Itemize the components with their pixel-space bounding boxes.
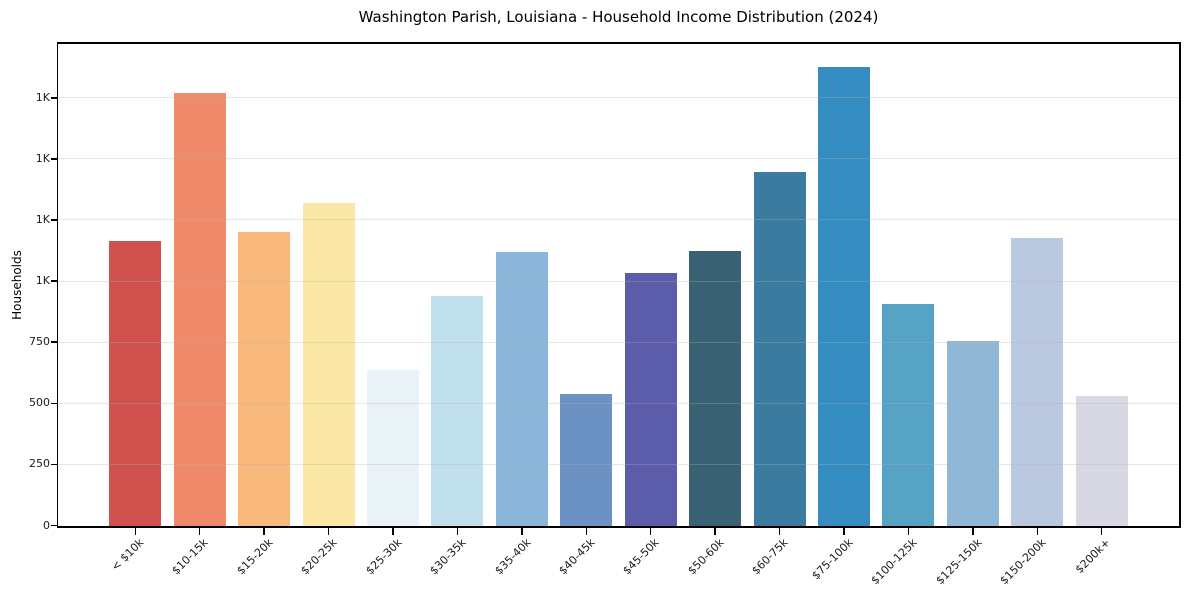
x-tick-label-$60-75k: $60-75k [749,536,791,578]
bar-$100-125k [882,304,935,526]
x-tick-label-$25-30k: $25-30k [362,536,405,578]
y-tick-label-1250: 1K [35,212,50,226]
y-tick-250 [50,463,57,466]
x-tick-$25-30k [392,527,394,535]
bar-$25-30k [367,370,419,526]
x-tick-$100-125k [907,527,910,535]
plot-area [58,44,1179,526]
x-tick-$150-200k [1036,527,1038,535]
x-tick-label-$150-200k: $150-200k [997,536,1049,588]
bar-$40-45k [560,393,613,526]
x-tick-< $10k [134,527,137,535]
y-tick-1000 [50,280,57,282]
x-tick-label-$30-35k: $30-35k [427,536,469,578]
bar-$20-25k [302,202,355,526]
x-tick-label-$10-15k: $10-15k [169,536,211,578]
x-tick-$125-150k [972,527,974,535]
x-tick-$50-60k [714,527,716,535]
x-tick-label-$100-125k: $100-125k [868,536,920,588]
x-tick-$45-50k [649,527,652,535]
x-tick-label-$45-50k: $45-50k [620,536,662,578]
y-tick-500 [50,402,57,405]
bar-$50-60k [689,250,742,526]
x-axis-line [56,525,1181,528]
y-tick-label-0: 0 [43,518,50,532]
x-tick-$200k+ [1100,527,1103,535]
y-tick-label-1750: 1K [35,90,50,104]
x-tick-label-$75-100k: $75-100k [808,536,856,583]
bar-$45-50k [624,272,677,526]
x-tick-$30-35k [456,527,459,535]
y-tick-1250 [50,219,57,221]
y-tick-label-500: 500 [29,396,50,410]
bar-< $10k [109,240,162,526]
gridline-1000 [58,280,1179,282]
x-tick-$60-75k [778,527,781,535]
x-tick-$75-100k [843,527,845,535]
x-tick-label-$20-25k: $20-25k [298,536,340,578]
y-tick-label-750: 750 [29,335,50,349]
y-tick-label-250: 250 [29,457,50,471]
x-tick-label-$35-40k: $35-40k [491,536,534,578]
y-tick-1500 [50,158,57,160]
gridline-1500 [58,158,1179,160]
y-tick-0 [50,524,57,527]
gridline-1750 [58,97,1179,99]
gridline-250 [58,463,1179,465]
spine-top [56,42,1181,44]
x-tick-$10-15k [198,527,201,535]
bar-$15-20k [238,232,291,526]
spine-left [56,42,58,528]
x-tick-label-$125-150k: $125-150k [932,536,985,588]
spine-right [1179,42,1181,528]
x-tick-$20-25k [327,527,330,535]
gridline-750 [58,341,1179,343]
gridline-1250 [58,219,1179,221]
bar-$150-200k [1011,238,1064,526]
x-tick-$35-40k [521,527,523,535]
x-tick-label-< $10k: < $10k [108,536,147,574]
bar-$60-75k [753,172,806,526]
x-tick-label-$15-20k: $15-20k [234,536,276,578]
bar-$10-15k [173,92,226,526]
bar-$35-40k [495,251,548,526]
x-tick-$15-20k [263,527,265,535]
chart-title: Washington Parish, Louisiana - Household… [358,8,879,26]
y-tick-label-1000: 1K [35,274,50,288]
x-tick-label-$200k+: $200k+ [1072,536,1113,577]
bar-$200k+ [1075,395,1128,526]
y-tick-750 [50,341,57,343]
x-tick-label-$40-45k: $40-45k [556,536,598,578]
bar-$125-150k [946,340,999,526]
x-tick-$40-45k [585,527,588,535]
gridline-500 [58,402,1179,404]
bar-$30-35k [431,295,484,526]
x-tick-label-$50-60k: $50-60k [685,536,727,578]
y-tick-1750 [50,97,57,99]
y-tick-label-1500: 1K [35,151,50,165]
bar-$75-100k [817,67,870,526]
